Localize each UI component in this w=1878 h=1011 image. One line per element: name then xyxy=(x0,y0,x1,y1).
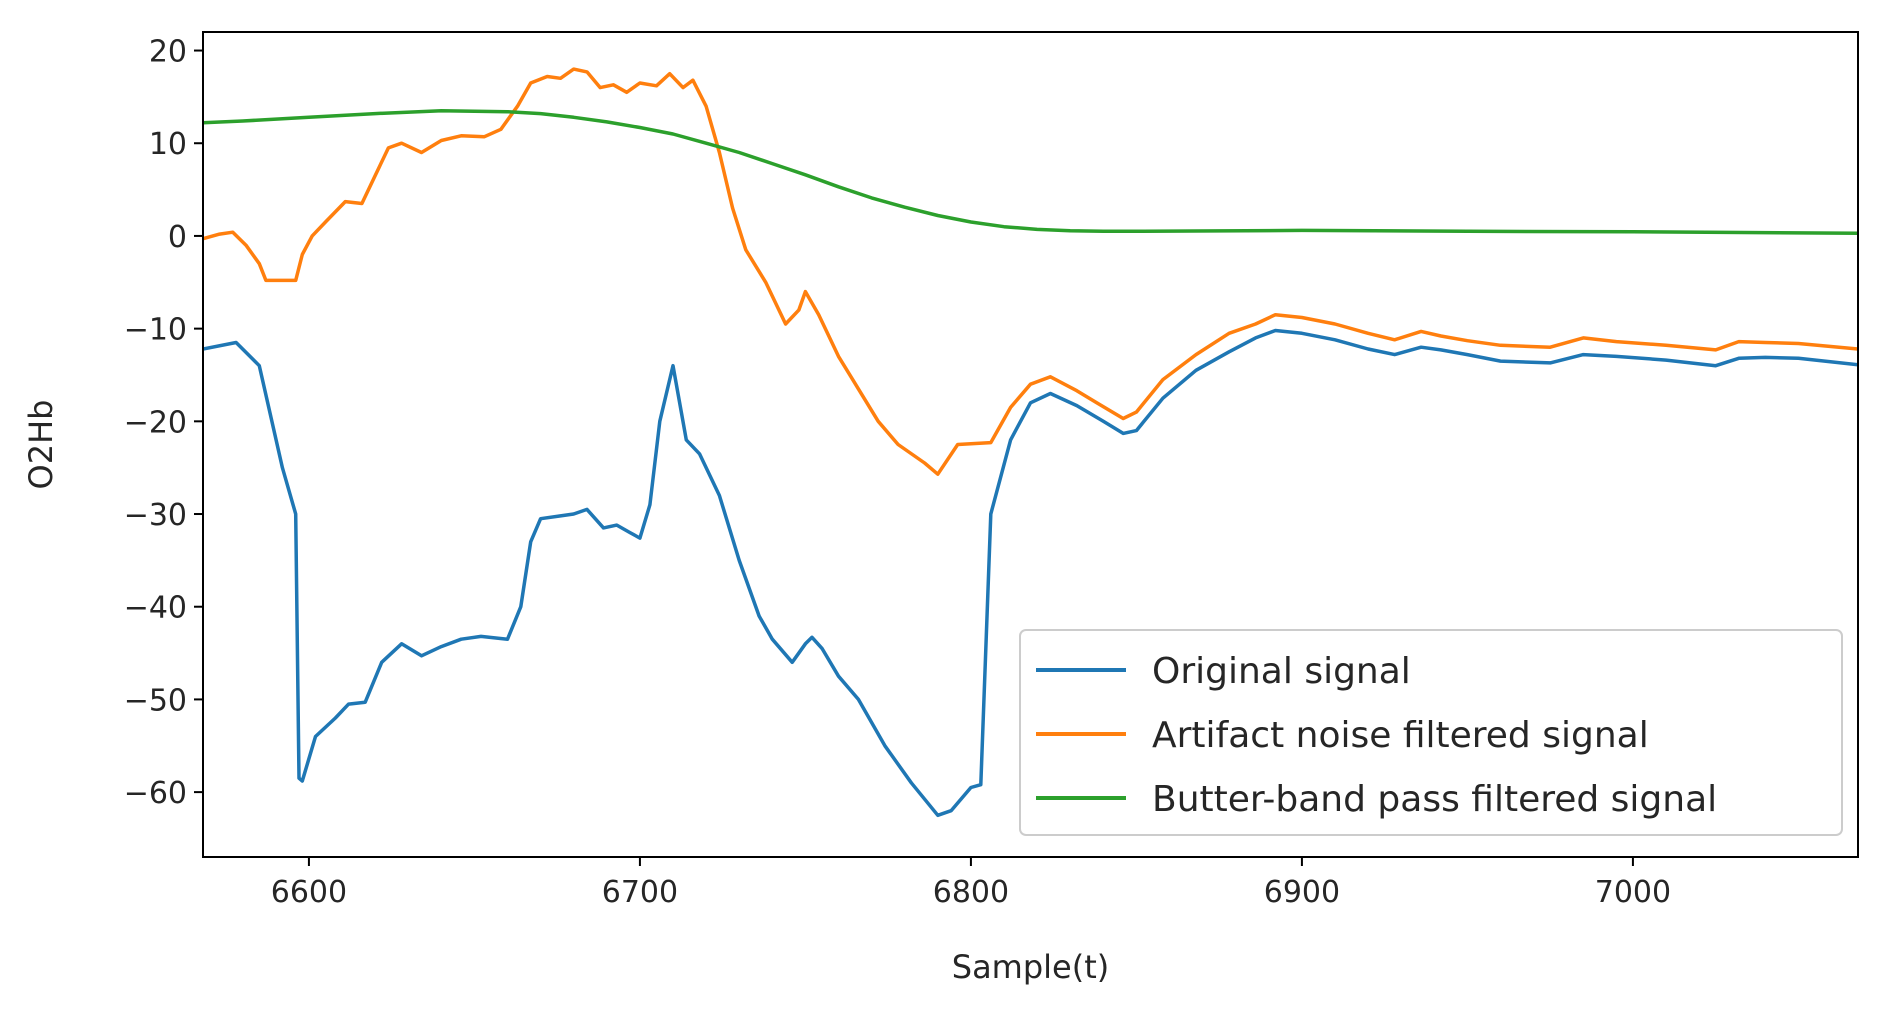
x-tick-label: 6600 xyxy=(271,875,347,910)
legend-label: Original signal xyxy=(1152,651,1411,692)
series-line-2 xyxy=(203,67,1858,476)
legend-label: Butter-band pass filtered signal xyxy=(1152,779,1717,820)
x-tick-label: 6700 xyxy=(602,875,678,910)
y-tick-label: −10 xyxy=(124,313,187,348)
y-tick-label: 10 xyxy=(149,127,187,162)
y-axis-label: O2Hb xyxy=(22,400,60,490)
series-line-1 xyxy=(203,328,1858,818)
y-tick-label: −50 xyxy=(124,683,187,718)
x-tick-label: 7000 xyxy=(1595,875,1671,910)
series-layer xyxy=(203,67,1858,818)
x-tick-label: 6900 xyxy=(1264,875,1340,910)
y-axis: 20 10 0 −10 −20 −30 −40 −50 −60 xyxy=(124,35,203,811)
y-tick-label: −20 xyxy=(124,405,187,440)
y-tick-label: −60 xyxy=(124,776,187,811)
y-tick-label: −30 xyxy=(124,498,187,533)
legend: Original signal Artifact noise filtered s… xyxy=(1019,629,1843,836)
legend-label: Artifact noise filtered signal xyxy=(1152,715,1649,756)
y-tick-label: −40 xyxy=(124,591,187,626)
x-axis: 6600 6700 6800 6900 7000 xyxy=(271,857,1671,910)
plot-frame xyxy=(202,31,1859,858)
series-line-3 xyxy=(203,109,1858,235)
legend-box xyxy=(1019,629,1843,836)
x-axis-label: Sample(t) xyxy=(952,948,1110,986)
y-tick-label: 0 xyxy=(168,220,187,255)
x-tick-label: 6800 xyxy=(933,875,1009,910)
y-tick-label: 20 xyxy=(149,35,187,70)
